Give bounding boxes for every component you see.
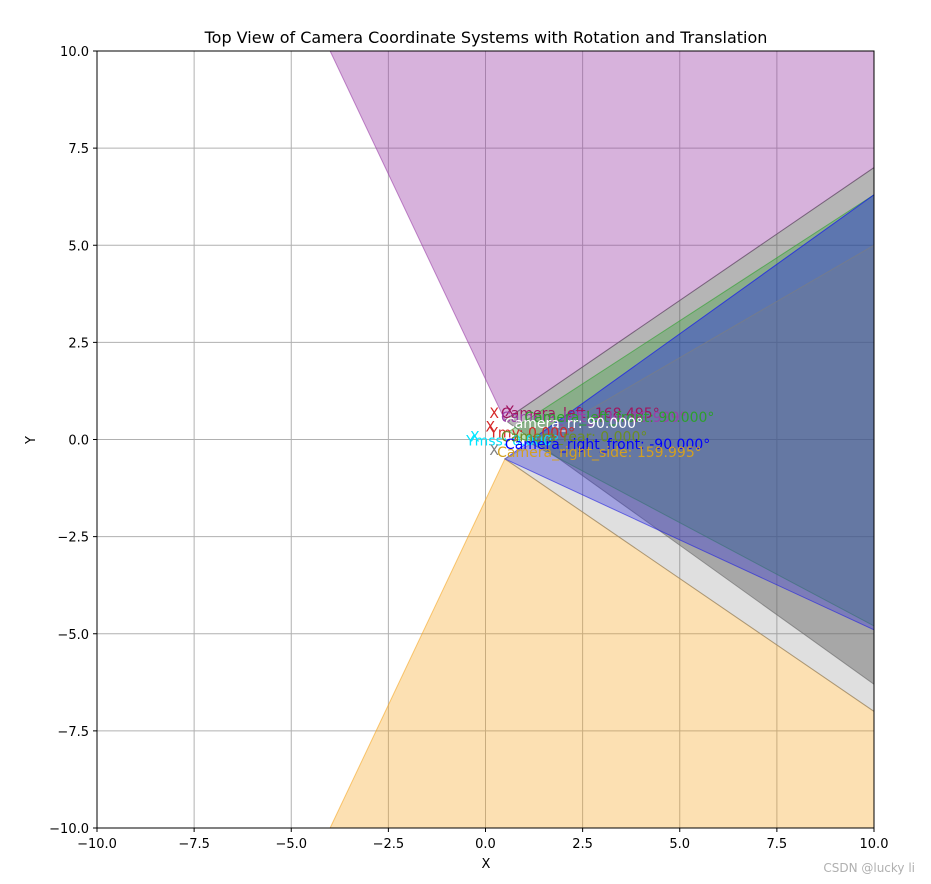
camera-label: X [489, 443, 499, 459]
y-axis-label: Y [24, 436, 39, 445]
x-tick-label: 7.5 [767, 837, 788, 852]
fov-region-layer [329, 50, 875, 829]
x-tick-label: −2.5 [373, 837, 405, 852]
camera-label: Camera_right_side: 159.995° [497, 445, 702, 461]
x-tick-label: 5.0 [669, 837, 690, 852]
x-tick-label: −5.0 [275, 837, 307, 852]
y-tick-label: −7.5 [57, 725, 89, 740]
camera-label: X [486, 420, 496, 436]
x-tick-label: −10.0 [77, 837, 117, 852]
y-tick-label: −10.0 [49, 822, 89, 837]
x-axis-label: X [482, 857, 491, 872]
x-tick-label: 0.0 [475, 837, 496, 852]
camera-label: Ymss: 0.000° [465, 433, 559, 449]
camera-label: Camera_rr: 90.000° [505, 416, 643, 432]
watermark: CSDN @lucky li [823, 861, 915, 875]
y-tick-label: 5.0 [68, 239, 89, 254]
y-tick-label: 2.5 [68, 336, 89, 351]
camera-label: X [489, 406, 499, 422]
x-tick-label: 2.5 [572, 837, 593, 852]
y-tick-label: 0.0 [68, 434, 89, 449]
camera-label: Camera_rear: 0.000° [501, 429, 647, 445]
camera-label: Camera_right_front: -90.000° [505, 437, 710, 453]
y-tick-label: 7.5 [68, 142, 89, 157]
camera-label: Camera_left: 168.495° [501, 406, 660, 422]
tick-layer: −10.0 −7.5 −5.0 −2.5 0.0 2.5 5.0 7.5 10.0 −10.0 −7… [49, 45, 888, 852]
camera-label: X [470, 429, 480, 445]
camera-label: Ymy: 0.000° [488, 426, 575, 442]
y-tick-label: −2.5 [57, 531, 89, 546]
y-tick-label: −5.0 [57, 628, 89, 643]
camera-label-layer: XX Camera_left: 168.495°Camera_left_side:… [465, 404, 714, 461]
chart-title: Top View of Camera Coordinate Systems wi… [204, 28, 768, 47]
camera-label: Camera_left_side: 19.999° [501, 410, 686, 426]
camera-label: X [505, 404, 515, 420]
camera-label: Camera_left_front: 90.000° [524, 410, 714, 426]
x-tick-label: 10.0 [860, 837, 889, 852]
x-tick-label: −7.5 [178, 837, 210, 852]
y-tick-label: 10.0 [60, 45, 89, 60]
